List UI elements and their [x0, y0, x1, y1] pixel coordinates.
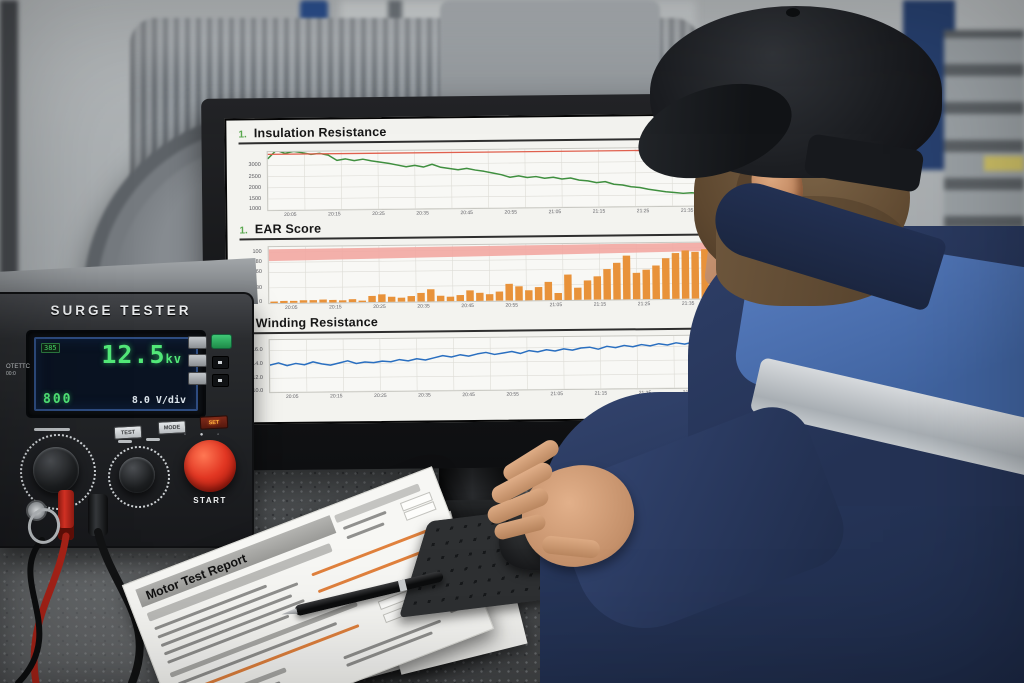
x-axis-tick: 21:25: [636, 208, 650, 215]
black-test-lead-plug: [88, 494, 108, 536]
y-axis-tick: 1000: [248, 205, 262, 212]
x-axis-tick: 20:05: [285, 304, 298, 311]
cap-button: [786, 8, 800, 17]
lcd-kv-readout: 12.5kv: [101, 340, 182, 369]
x-axis-tick: 20:15: [328, 211, 341, 218]
chart-title: Insulation Resistance: [253, 124, 387, 141]
insulation-resistance-chart: 3000 2500 2000 1500 1000 20:05 20:15 20:25 20:3…: [248, 146, 711, 218]
x-axis-tick: 20:45: [461, 303, 474, 310]
test-button: TEST: [113, 425, 143, 440]
range-knob: [119, 457, 155, 493]
surge-tester: SURGE TESTER 385 12.5kv 800 8.0 V/div OT…: [0, 292, 254, 548]
voltage-knob: [33, 447, 79, 493]
chart-title: EAR Score: [254, 221, 322, 237]
y-axis-tick: 3000: [248, 162, 261, 169]
knob-label-bar: [34, 428, 70, 431]
panel-tick-marks: ◦ ● ◦: [184, 432, 226, 438]
y-axis-tick: 1500: [248, 195, 262, 202]
x-axis-tick: 20:25: [374, 392, 387, 400]
x-axis-tick: 21:15: [594, 390, 608, 397]
x-axis-tick: 21:05: [548, 209, 562, 216]
output-jack: [26, 500, 47, 521]
x-axis-tick: 21:35: [680, 207, 694, 214]
ear-score-chart: 100 80 60 30 0 20:05 20:15 20:25 20:35 20:45 20:5…: [252, 241, 712, 311]
x-axis-tick: 20:35: [418, 392, 431, 399]
x-axis-tick: 20:45: [460, 210, 473, 217]
chart-header-ear: 1. EAR Score: [239, 217, 712, 241]
chart-canvas: [268, 148, 710, 211]
start-button: [184, 440, 236, 492]
y-axis-tick: 80: [255, 259, 262, 266]
x-axis-tick: 21:05: [550, 391, 564, 398]
lcd-display: 385 12.5kv 800 8.0 V/div: [34, 337, 198, 411]
chart-index: 1.: [239, 225, 248, 237]
lcd-frame: 385 12.5kv 800 8.0 V/div: [26, 330, 206, 418]
chart-header-winding: 1. Winding Resistance: [240, 311, 713, 335]
y-axis-tick: 0: [259, 298, 263, 305]
x-axis-tick: 20:35: [416, 210, 429, 217]
x-axis-tick: 20:35: [417, 303, 430, 310]
chart-canvas: [269, 243, 711, 304]
chart-index: 1.: [238, 129, 247, 141]
lcd-aux-readout: 800: [43, 392, 73, 407]
x-axis-tick: 20:25: [373, 303, 386, 311]
x-axis-tick: 20:45: [462, 391, 475, 399]
menu-button-1: [212, 356, 229, 369]
x-axis-tick: 20:05: [285, 393, 299, 400]
knob-label-bar: [146, 438, 160, 441]
wall-dark-edge: [0, 0, 18, 330]
x-axis-tick: 21:25: [637, 301, 651, 308]
y-axis-tick: 60: [255, 269, 262, 276]
power-button: [211, 334, 232, 349]
knob-label-bar: [118, 440, 132, 443]
y-axis-labels: 3000 2500 2000 1500 1000: [232, 152, 265, 212]
lcd-scale-readout: 8.0 V/div: [131, 395, 186, 406]
start-button-label: START: [193, 496, 227, 505]
function-button-3: [188, 372, 207, 385]
set-button: SET: [199, 415, 229, 430]
x-axis-tick: 20:15: [329, 304, 342, 311]
function-button-1: [188, 336, 207, 349]
chart-title: Winding Resistance: [255, 315, 379, 331]
y-axis-tick: 100: [252, 249, 262, 256]
x-axis-tick: 20:25: [372, 210, 385, 218]
x-axis-tick: 20:55: [505, 302, 519, 309]
winding-resistance-chart: 16.0 14.0 12.0 10.0 20:05 20:15 20:25 20:35 20:…: [252, 334, 713, 400]
range-knob-ring: [108, 446, 170, 508]
x-axis-tick: 21:15: [592, 208, 606, 215]
x-axis-tick: 21:35: [681, 300, 695, 307]
y-axis-tick: 2000: [248, 184, 262, 191]
x-axis-tick: 20:05: [284, 211, 297, 218]
red-test-lead-plug: [58, 490, 74, 540]
chart-canvas: [270, 336, 712, 393]
panel-side-label: OTETTC 00:0: [6, 364, 30, 377]
lcd-badge-readout: 385: [41, 343, 60, 353]
y-axis-tick: 2500: [248, 173, 261, 180]
x-axis-tick: 21:05: [549, 302, 563, 309]
mode-button: MODE: [157, 420, 187, 435]
x-axis-tick: 21:15: [593, 301, 607, 308]
function-button-2: [188, 354, 207, 367]
x-axis-tick: 20:55: [506, 391, 519, 398]
menu-button-2: [212, 374, 229, 387]
surge-tester-brand-label: SURGE TESTER: [50, 303, 192, 318]
x-axis-tick: 20:55: [504, 209, 518, 216]
rack-yellow-label: [984, 156, 1024, 171]
x-axis-tick: 20:15: [330, 393, 343, 400]
